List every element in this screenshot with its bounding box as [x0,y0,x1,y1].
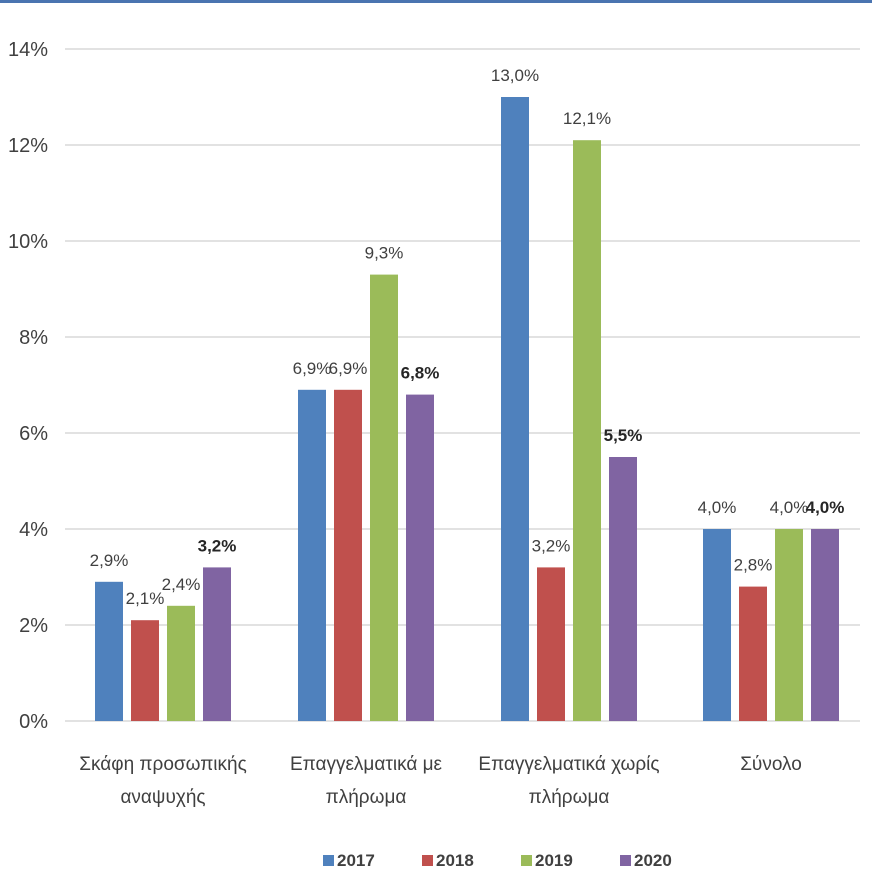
data-label: 2,9% [90,551,129,570]
legend-swatch [422,855,433,866]
data-label: 2,1% [126,589,165,608]
data-label: 2,4% [162,575,201,594]
data-label: 12,1% [563,109,611,128]
y-tick-label: 12% [8,135,48,157]
y-tick-label: 4% [19,519,48,541]
bar [167,605,195,721]
data-label: 4,0% [770,498,809,517]
category-label: Επαγγελματικά χωρίς [478,754,659,775]
category-label: πλήρωμα [326,787,407,808]
data-label: 6,9% [293,359,332,378]
bar [406,394,434,721]
y-tick-label: 8% [19,327,48,349]
data-label: 3,2% [532,536,571,555]
y-tick-label: 0% [19,711,48,733]
legend-label: 2020 [634,851,672,870]
bar [739,586,767,721]
bar [811,529,839,721]
legend-label: 2019 [535,851,573,870]
category-label: αναψυχής [120,787,205,808]
legend-swatch [521,855,532,866]
data-label: 4,0% [806,498,845,517]
y-tick-label: 14% [8,39,48,61]
y-tick-label: 2% [19,615,48,637]
bar [775,529,803,721]
data-label: 2,8% [734,556,773,575]
legend-label: 2017 [337,851,375,870]
data-label: 6,9% [329,359,368,378]
data-label: 13,0% [491,66,539,85]
bar [501,97,529,721]
bar [298,389,326,721]
bar [703,529,731,721]
category-label: Σύνολο [740,754,802,775]
legend-label: 2018 [436,851,474,870]
bar [131,620,159,721]
bar [203,567,231,721]
y-tick-label: 6% [19,423,48,445]
data-label: 4,0% [698,498,737,517]
legend-swatch [620,855,631,866]
bar [95,581,123,721]
bar [370,274,398,721]
data-label: 3,2% [198,536,237,555]
data-label: 6,8% [401,364,440,383]
category-label: πλήρωμα [529,787,610,808]
bar [537,567,565,721]
bar [609,457,637,721]
data-label: 5,5% [604,426,643,445]
legend-swatch [323,855,334,866]
bar [334,389,362,721]
top-border [0,0,872,3]
bar [573,140,601,721]
category-label: Σκάφη προσωπικής [79,754,247,775]
y-tick-label: 10% [8,231,48,253]
category-label: Επαγγελματικά με [290,754,443,775]
data-label: 9,3% [365,244,404,263]
